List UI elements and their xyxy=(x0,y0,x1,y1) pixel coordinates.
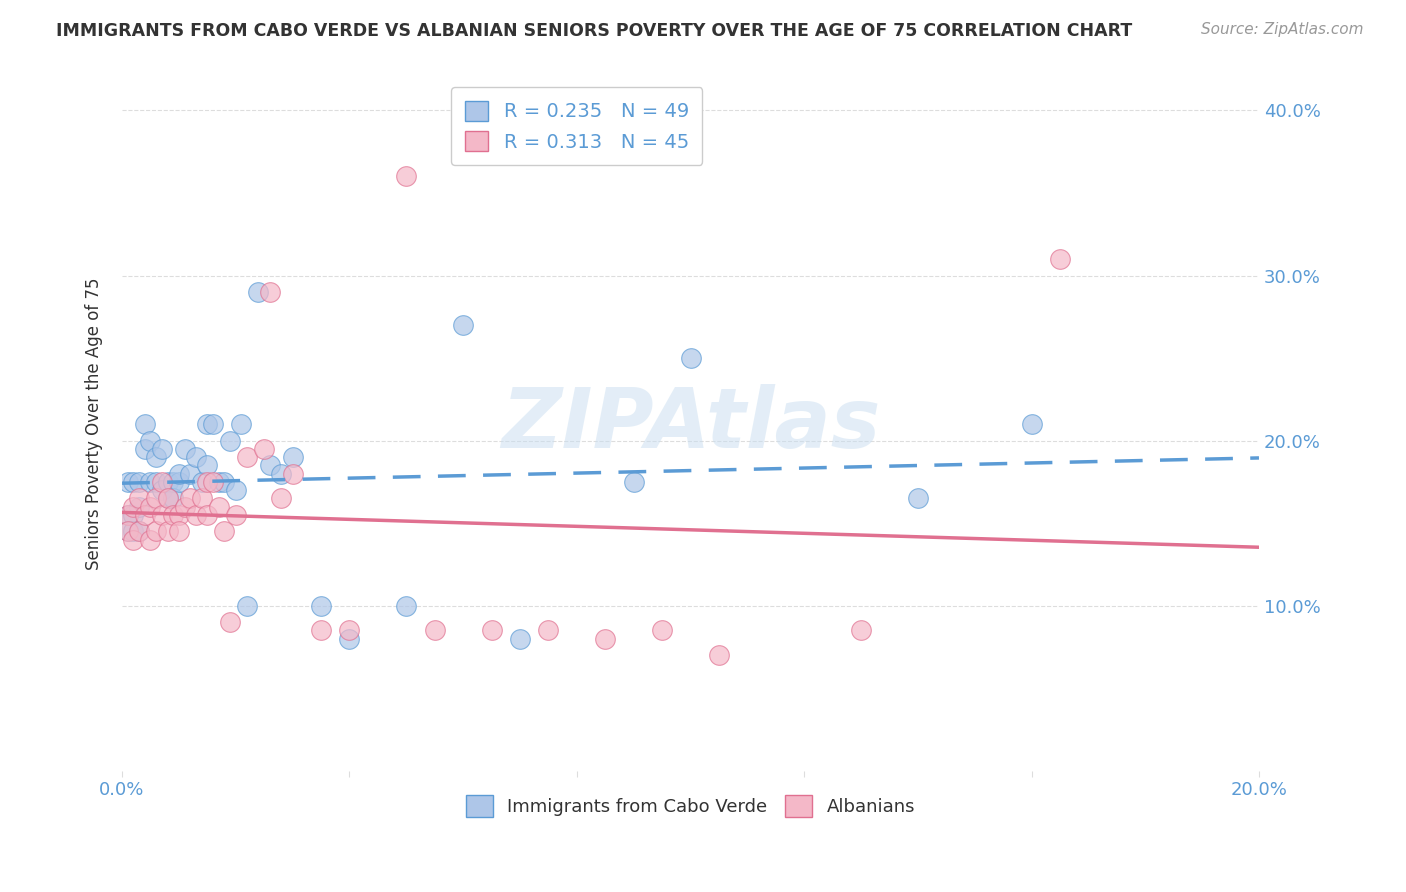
Point xyxy=(156,491,179,506)
Point xyxy=(156,475,179,489)
Point xyxy=(128,524,150,539)
Point xyxy=(179,467,201,481)
Point xyxy=(122,524,145,539)
Point xyxy=(281,467,304,481)
Point xyxy=(167,467,190,481)
Point xyxy=(679,351,702,365)
Point xyxy=(195,458,218,473)
Point xyxy=(651,624,673,638)
Point xyxy=(509,632,531,646)
Point xyxy=(156,491,179,506)
Point xyxy=(139,533,162,547)
Point xyxy=(481,624,503,638)
Point xyxy=(117,524,139,539)
Point xyxy=(195,475,218,489)
Point xyxy=(167,508,190,522)
Text: Source: ZipAtlas.com: Source: ZipAtlas.com xyxy=(1201,22,1364,37)
Point xyxy=(1049,252,1071,266)
Point xyxy=(162,475,184,489)
Point xyxy=(309,599,332,613)
Point xyxy=(134,417,156,431)
Point xyxy=(309,624,332,638)
Point xyxy=(270,491,292,506)
Point xyxy=(247,285,270,299)
Text: IMMIGRANTS FROM CABO VERDE VS ALBANIAN SENIORS POVERTY OVER THE AGE OF 75 CORREL: IMMIGRANTS FROM CABO VERDE VS ALBANIAN S… xyxy=(56,22,1132,40)
Point xyxy=(225,508,247,522)
Point xyxy=(167,475,190,489)
Point xyxy=(214,475,236,489)
Point xyxy=(122,533,145,547)
Legend: Immigrants from Cabo Verde, Albanians: Immigrants from Cabo Verde, Albanians xyxy=(458,788,922,824)
Point xyxy=(219,615,242,629)
Point xyxy=(253,442,276,456)
Point xyxy=(195,417,218,431)
Point xyxy=(907,491,929,506)
Point xyxy=(139,475,162,489)
Point xyxy=(128,524,150,539)
Point xyxy=(134,508,156,522)
Point xyxy=(167,524,190,539)
Point xyxy=(423,624,446,638)
Point xyxy=(451,318,474,332)
Point xyxy=(122,508,145,522)
Point xyxy=(145,491,167,506)
Point xyxy=(236,450,259,464)
Point xyxy=(219,434,242,448)
Point xyxy=(117,508,139,522)
Point xyxy=(395,169,418,184)
Point xyxy=(537,624,560,638)
Point xyxy=(236,599,259,613)
Point xyxy=(339,632,361,646)
Point xyxy=(139,500,162,514)
Y-axis label: Seniors Poverty Over the Age of 75: Seniors Poverty Over the Age of 75 xyxy=(86,277,103,570)
Point xyxy=(173,500,195,514)
Point xyxy=(214,524,236,539)
Point xyxy=(195,508,218,522)
Point xyxy=(128,475,150,489)
Point xyxy=(208,500,231,514)
Point xyxy=(128,500,150,514)
Point xyxy=(270,467,292,481)
Point xyxy=(145,475,167,489)
Point xyxy=(259,285,281,299)
Point xyxy=(156,524,179,539)
Point xyxy=(184,508,207,522)
Point xyxy=(849,624,872,638)
Point xyxy=(231,417,253,431)
Point xyxy=(623,475,645,489)
Point xyxy=(1021,417,1043,431)
Point xyxy=(117,475,139,489)
Point xyxy=(190,491,212,506)
Point xyxy=(259,458,281,473)
Point xyxy=(117,508,139,522)
Point xyxy=(707,648,730,662)
Text: ZIPAtlas: ZIPAtlas xyxy=(501,384,880,465)
Point xyxy=(145,450,167,464)
Point xyxy=(184,450,207,464)
Point xyxy=(201,475,224,489)
Point xyxy=(201,417,224,431)
Point xyxy=(208,475,231,489)
Point xyxy=(395,599,418,613)
Point xyxy=(150,508,173,522)
Point xyxy=(173,442,195,456)
Point xyxy=(225,483,247,497)
Point xyxy=(122,475,145,489)
Point xyxy=(150,442,173,456)
Point xyxy=(339,624,361,638)
Point xyxy=(281,450,304,464)
Point xyxy=(190,475,212,489)
Point xyxy=(162,508,184,522)
Point xyxy=(145,524,167,539)
Point xyxy=(150,475,173,489)
Point xyxy=(162,491,184,506)
Point xyxy=(593,632,616,646)
Point xyxy=(122,500,145,514)
Point xyxy=(128,491,150,506)
Point xyxy=(150,483,173,497)
Point xyxy=(134,442,156,456)
Point xyxy=(117,524,139,539)
Point xyxy=(139,434,162,448)
Point xyxy=(179,491,201,506)
